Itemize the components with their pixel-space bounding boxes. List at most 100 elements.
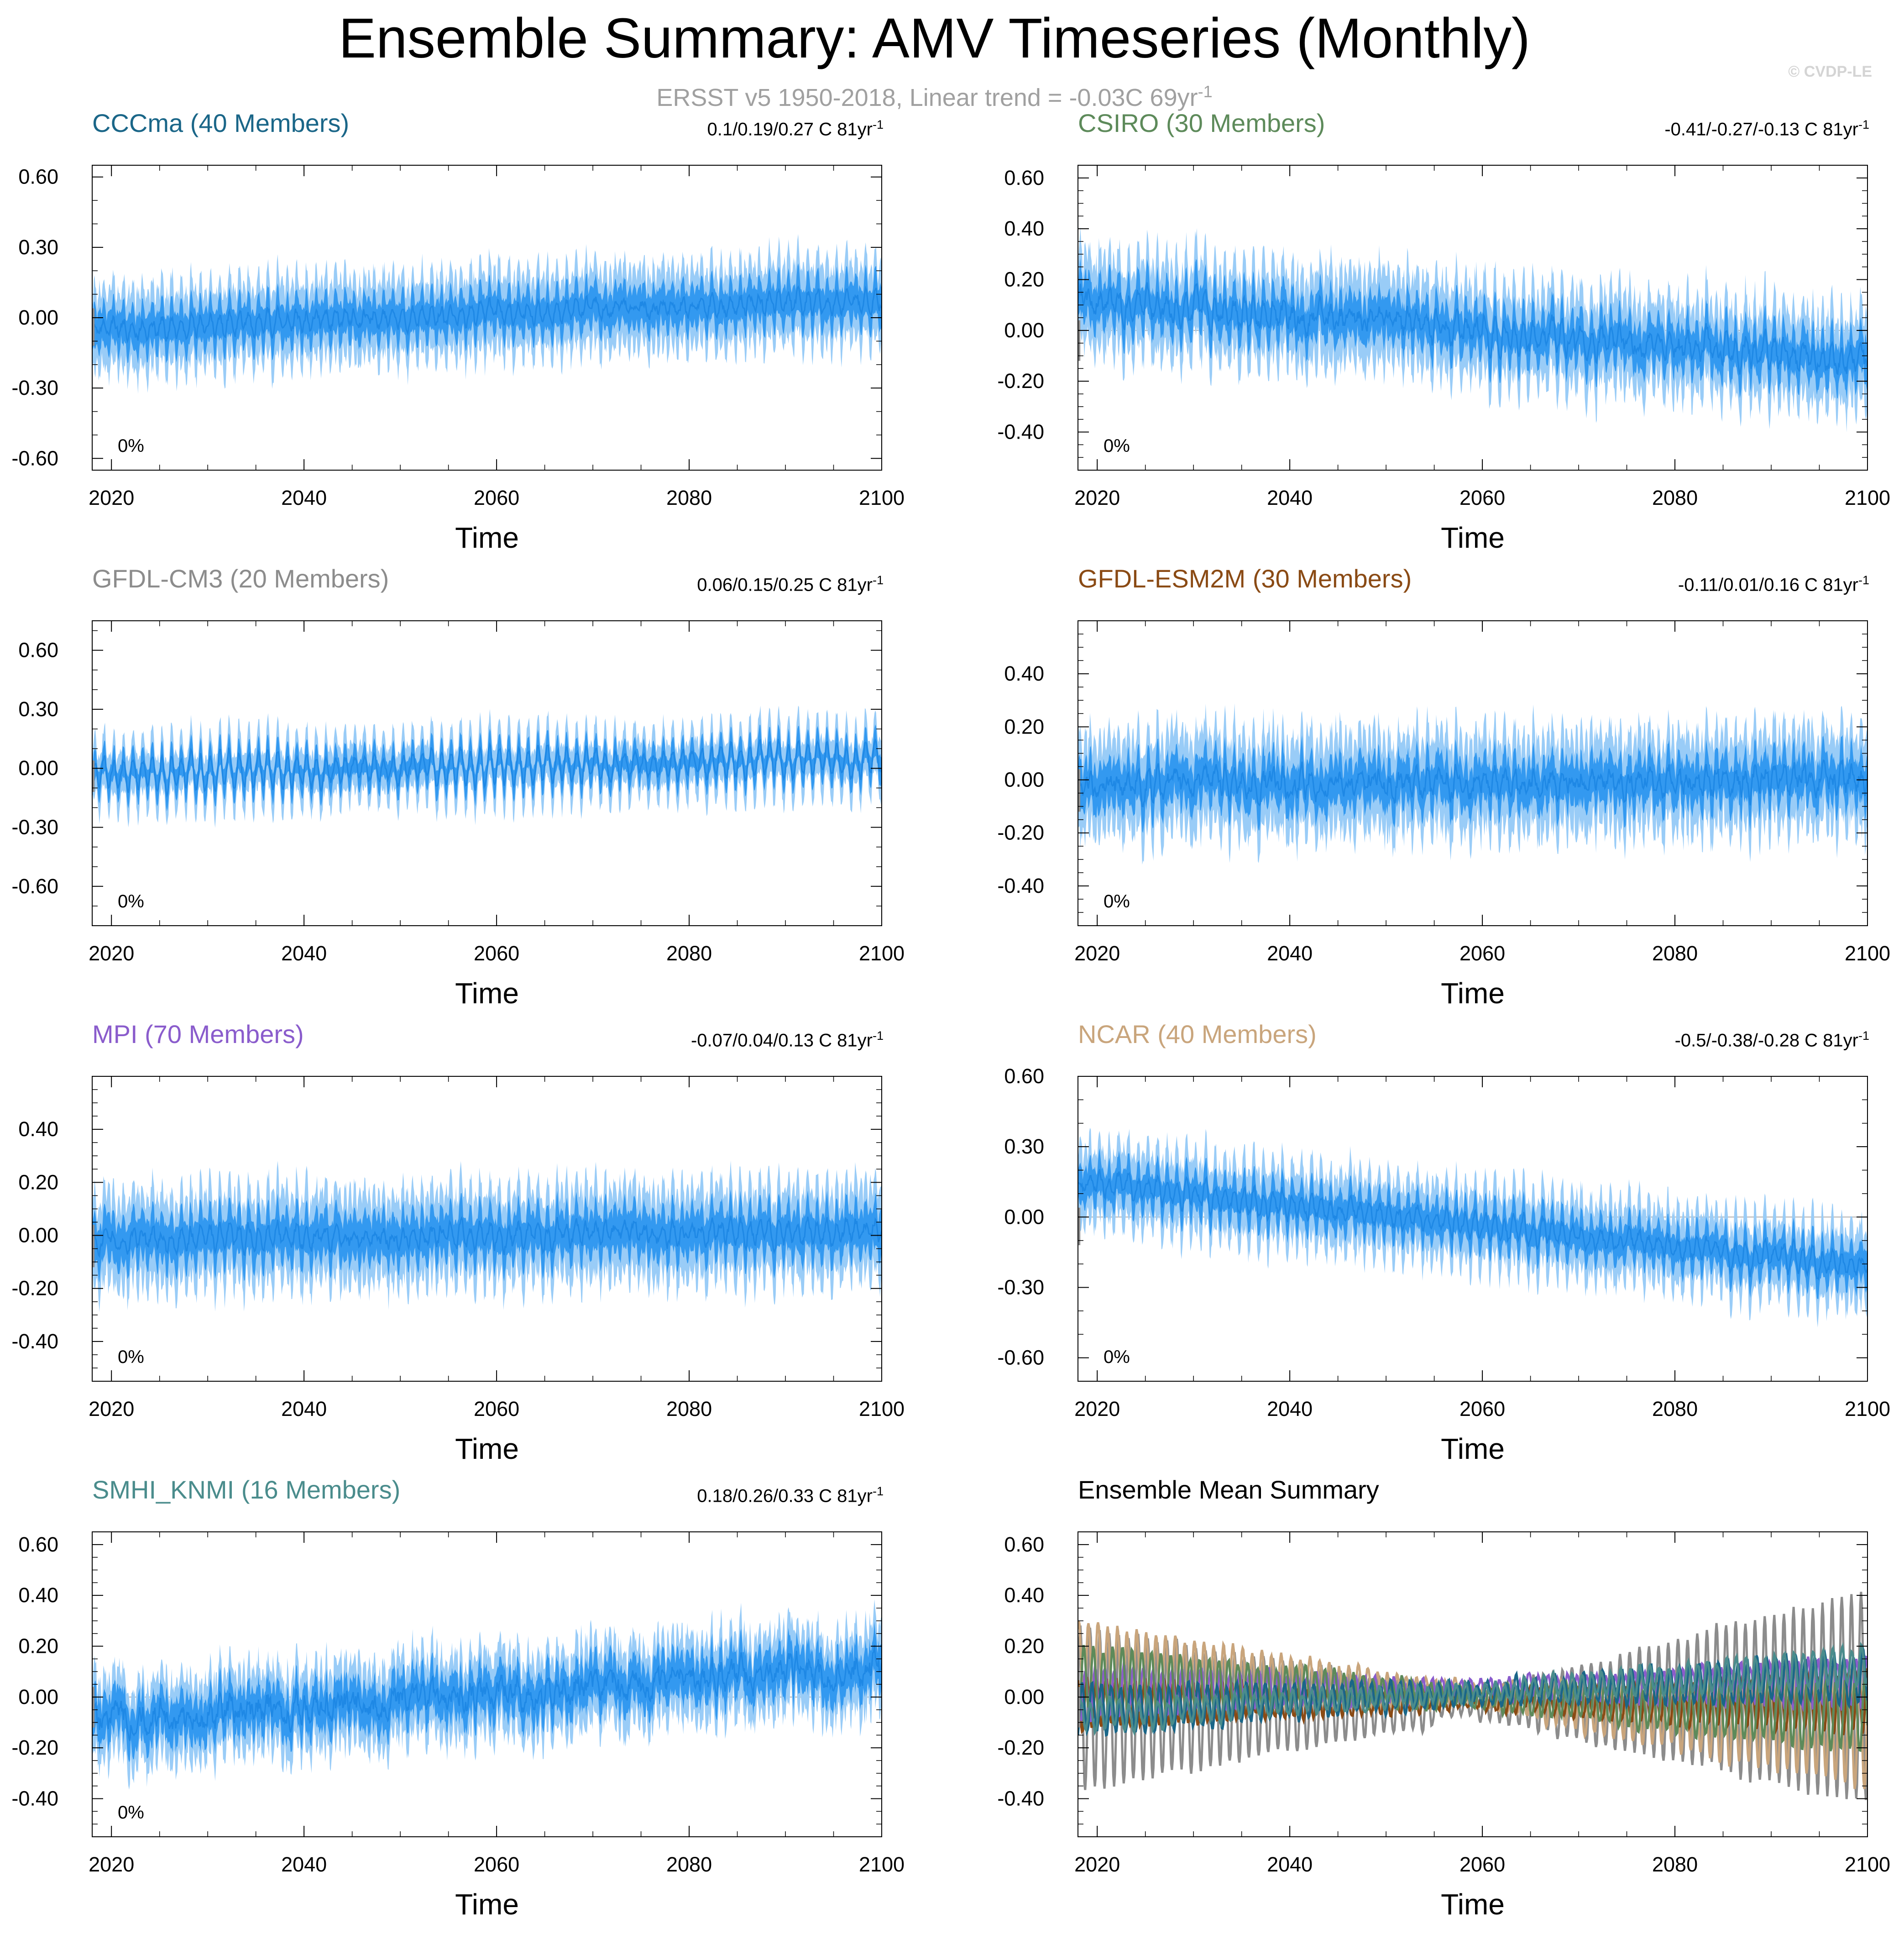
percent-annotation: 0% bbox=[118, 436, 144, 456]
y-tick-label: -0.20 bbox=[997, 821, 1044, 844]
plot-area bbox=[1078, 1592, 1867, 1800]
y-tick-label: -0.30 bbox=[997, 1275, 1044, 1299]
y-tick-label: 0.60 bbox=[18, 1533, 58, 1556]
trend-superscript: -1 bbox=[1858, 1029, 1869, 1043]
chart-gfdl-cm3: 0.60 0.30 0.00 -0.30 -0.60 2020 2040 2060 2080 21… bbox=[11, 620, 905, 1010]
chart-gfdl-esm2m: 0.40 0.20 0.00 -0.20 -0.40 2020 2040 2060 2080 21… bbox=[997, 620, 1890, 1010]
y-tick-label: 0.40 bbox=[1004, 662, 1044, 685]
panel-trend: -0.11/0.01/0.16 C 81yr-1 bbox=[1678, 569, 1869, 596]
trend-text: -0.07/0.04/0.13 C 81yr bbox=[690, 1030, 873, 1051]
x-tick-label: 2060 bbox=[1459, 1853, 1505, 1876]
x-axis-title: Time bbox=[455, 521, 519, 554]
y-tick-label: -0.60 bbox=[997, 1346, 1044, 1369]
y-tick-label: 0.20 bbox=[1004, 1635, 1044, 1658]
percent-annotation: 0% bbox=[1104, 891, 1130, 912]
figure-title: Ensemble Summary: AMV Timeseries (Monthl… bbox=[338, 7, 1531, 70]
chart-smhi-knmi: 0.60 0.40 0.20 0.00 -0.20 -0.40 2020 2040 2060 20… bbox=[11, 1531, 905, 1921]
trend-superscript: -1 bbox=[872, 1484, 884, 1498]
y-tick-label: -0.40 bbox=[11, 1330, 58, 1353]
percent-annotation: 0% bbox=[118, 891, 144, 912]
percent-annotation: 0% bbox=[118, 1347, 144, 1367]
x-tick-label: 2020 bbox=[89, 1853, 134, 1876]
x-axis-title: Time bbox=[1441, 521, 1505, 554]
series-line-smhi-knmi bbox=[1078, 1641, 1867, 1736]
x-axis-title: Time bbox=[455, 977, 519, 1010]
panel-smhi-knmi: SMHI_KNMI (16 Members) 0.18/0.26/0.33 C … bbox=[0, 1476, 952, 1933]
x-tick-label: 2040 bbox=[1267, 942, 1313, 965]
y-tick-label: 0.00 bbox=[1004, 319, 1044, 342]
y-tick-label: 0.30 bbox=[18, 236, 58, 259]
x-tick-label: 2080 bbox=[666, 1397, 712, 1420]
percent-annotation: 0% bbox=[118, 1803, 144, 1823]
x-tick-label: 2060 bbox=[1459, 486, 1505, 509]
y-tick-label: 0.40 bbox=[18, 1117, 58, 1141]
x-tick-label: 2060 bbox=[474, 1853, 519, 1876]
chart-cccma: 0.60 0.30 0.00 -0.30 -0.60 2020 2040 2060 2080 21… bbox=[11, 165, 905, 554]
trend-text: 0.18/0.26/0.33 C 81yr bbox=[697, 1486, 873, 1506]
subtitle-superscript: -1 bbox=[1198, 82, 1213, 101]
y-tick-label: -0.30 bbox=[11, 376, 58, 399]
x-tick-label: 2060 bbox=[1459, 1397, 1505, 1420]
x-tick-label: 2060 bbox=[1459, 942, 1505, 965]
x-tick-label: 2080 bbox=[666, 942, 712, 965]
panel-title: Ensemble Mean Summary bbox=[1078, 1475, 1379, 1504]
y-tick-label: 0.00 bbox=[1004, 1685, 1044, 1709]
plot-area bbox=[1078, 703, 1867, 865]
panel-trend: 0.18/0.26/0.33 C 81yr-1 bbox=[697, 1480, 884, 1507]
plot-frame bbox=[92, 620, 882, 926]
panel-gfdl-cm3: GFDL-CM3 (20 Members) 0.06/0.15/0.25 C 8… bbox=[0, 565, 952, 1022]
trend-text: -0.5/-0.38/-0.28 C 81yr bbox=[1674, 1030, 1858, 1051]
x-tick-label: 2060 bbox=[474, 942, 519, 965]
x-tick-label: 2100 bbox=[859, 486, 905, 509]
plot-frame bbox=[1078, 1076, 1868, 1382]
plot-area bbox=[1078, 226, 1867, 433]
trend-text: -0.41/-0.27/-0.13 C 81yr bbox=[1664, 119, 1858, 140]
y-tick-label: 0.60 bbox=[18, 165, 58, 189]
x-axis-title: Time bbox=[455, 1432, 519, 1465]
y-tick-label: 0.40 bbox=[18, 1583, 58, 1607]
panel-trend: 0.06/0.15/0.25 C 81yr-1 bbox=[697, 569, 884, 596]
x-tick-label: 2100 bbox=[1845, 942, 1890, 965]
y-tick-label: 0.20 bbox=[18, 1635, 58, 1658]
panel-trend: 0.1/0.19/0.27 C 81yr-1 bbox=[707, 113, 884, 141]
panel-ncar: NCAR (40 Members) -0.5/-0.38/-0.28 C 81y… bbox=[986, 1021, 1904, 1477]
ensemble-mean-line bbox=[92, 285, 882, 344]
subtitle-text: ERSST v5 1950-2018, Linear trend = -0.03… bbox=[656, 84, 1198, 111]
y-tick-label: 0.40 bbox=[1004, 1583, 1044, 1607]
y-tick-label: -0.40 bbox=[997, 874, 1044, 897]
x-tick-label: 2020 bbox=[1074, 1853, 1120, 1876]
percent-annotation: 0% bbox=[1104, 436, 1130, 456]
panel-ensemble-mean: Ensemble Mean Summary 0.60 0.40 0.20 0.00 -0… bbox=[986, 1476, 1904, 1933]
panel-title: CSIRO (30 Members) bbox=[1078, 109, 1325, 137]
x-tick-label: 2020 bbox=[89, 1397, 134, 1420]
x-tick-label: 2080 bbox=[666, 486, 712, 509]
y-tick-label: -0.40 bbox=[11, 1787, 58, 1810]
y-tick-label: -0.30 bbox=[11, 816, 58, 839]
trend-text: 0.06/0.15/0.25 C 81yr bbox=[697, 575, 873, 595]
x-tick-label: 2040 bbox=[281, 1397, 327, 1420]
trend-superscript: -1 bbox=[1858, 118, 1869, 131]
x-tick-label: 2060 bbox=[474, 486, 519, 509]
chart-ensemble-mean: 0.60 0.40 0.20 0.00 -0.20 -0.40 2020 2040 2060 20… bbox=[997, 1531, 1890, 1921]
series-line-mpi bbox=[1078, 1655, 1867, 1723]
plot-area bbox=[1078, 1127, 1867, 1328]
trend-superscript: -1 bbox=[872, 573, 884, 587]
x-tick-label: 2100 bbox=[1845, 1397, 1890, 1420]
panel-mpi: MPI (70 Members) -0.07/0.04/0.13 C 81yr-… bbox=[0, 1021, 952, 1477]
x-axis-title: Time bbox=[455, 1888, 519, 1921]
y-tick-label: 0.40 bbox=[1004, 217, 1044, 240]
y-tick-label: -0.60 bbox=[11, 446, 58, 470]
plot-frame bbox=[1078, 620, 1868, 926]
y-tick-label: 0.00 bbox=[18, 1685, 58, 1709]
x-tick-label: 2100 bbox=[1845, 1853, 1890, 1876]
x-tick-label: 2020 bbox=[1074, 1397, 1120, 1420]
x-tick-label: 2080 bbox=[1652, 1853, 1698, 1876]
panel-title: CCCma (40 Members) bbox=[92, 109, 350, 137]
y-tick-label: -0.60 bbox=[11, 875, 58, 898]
panel-gfdl-esm2m: GFDL-ESM2M (30 Members) -0.11/0.01/0.16 … bbox=[986, 565, 1904, 1022]
panel-csiro: CSIRO (30 Members) -0.41/-0.27/-0.13 C 8… bbox=[986, 110, 1904, 566]
y-tick-label: 0.60 bbox=[1004, 1064, 1044, 1088]
spread-inner-band bbox=[1078, 258, 1867, 399]
y-tick-label: -0.40 bbox=[997, 420, 1044, 444]
x-tick-label: 2100 bbox=[859, 1853, 905, 1876]
